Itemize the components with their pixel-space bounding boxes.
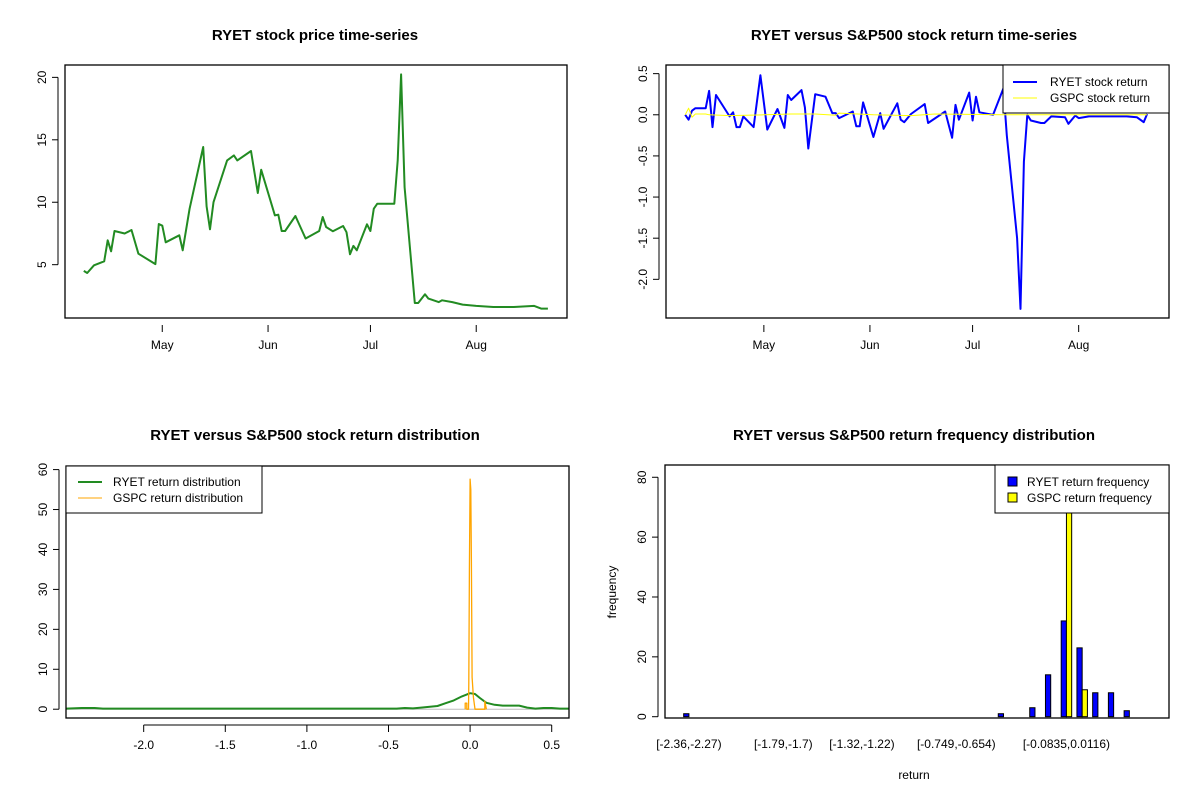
legend-label: GSPC return frequency [1027, 491, 1152, 505]
histogram-y-axis-label: frequency [605, 566, 619, 619]
distribution-y-tick-label: 20 [36, 622, 50, 636]
returns-y-tick-label: -0.5 [636, 145, 650, 166]
chart-title-price: RYET stock price time-series [212, 27, 418, 44]
chart-title-distribution: RYET versus S&P500 stock return distribu… [150, 427, 480, 444]
price-x-tick-label: Aug [466, 338, 487, 352]
histogram-x-axis-label: return [898, 768, 929, 782]
gspc-return-line [684, 107, 1148, 118]
returns-x-tick-label: Jun [860, 338, 879, 352]
legend-fill-swatch [1007, 476, 1018, 487]
frequency-y-tick-label: 60 [635, 530, 649, 544]
returns-x-tick-label: Jul [965, 338, 980, 352]
distribution-x-tick-label: 0.0 [462, 738, 479, 752]
frequency-y-tick-label: 20 [635, 650, 649, 664]
price-series-line [83, 73, 548, 310]
ryet-return-line [684, 74, 1149, 310]
price-y-tick-label: 10 [35, 195, 49, 209]
frequency-y-tick-label: 80 [635, 470, 649, 484]
ryet-frequency-bar [1060, 620, 1067, 718]
gspc-density-line [464, 478, 488, 710]
distribution-y-tick-label: 50 [36, 503, 50, 517]
distribution-x-tick-label: -1.0 [297, 738, 318, 752]
frequency-x-tick-label: [-1.79,-1.7) [754, 737, 813, 751]
ryet-frequency-bar [1107, 692, 1115, 718]
frequency-y-tick-label: 0 [635, 713, 649, 720]
distribution-y-tick-label: 60 [36, 463, 50, 477]
gspc-frequency-bar [1081, 689, 1088, 718]
frequency-x-tick-label: [-2.36,-2.27) [656, 737, 721, 751]
frequency-x-tick-label: [-0.749,-0.654) [917, 737, 996, 751]
legend-label: GSPC stock return [1050, 91, 1150, 105]
distribution-plot-frame [65, 465, 570, 719]
legend-label: RYET return frequency [1027, 475, 1149, 489]
frequency-y-tick-label: 40 [635, 590, 649, 604]
returns-x-tick-label: May [753, 338, 776, 352]
ryet-frequency-bar [1029, 707, 1036, 718]
distribution-y-tick-label: 30 [36, 582, 50, 596]
price-y-tick-label: 20 [35, 70, 49, 84]
distribution-x-tick-label: -0.5 [378, 738, 399, 752]
distribution-y-tick-label: 10 [36, 662, 50, 676]
legend-fill-swatch [1007, 492, 1018, 503]
legend-label: RYET stock return [1050, 75, 1148, 89]
ryet-frequency-bar [683, 713, 690, 718]
frequency-plot-frame [664, 464, 1170, 719]
ryet-frequency-bar [1123, 710, 1130, 718]
price-x-tick-label: May [151, 338, 174, 352]
price-x-tick-label: Jul [363, 338, 378, 352]
ryet-density-line [65, 692, 569, 710]
distribution-y-tick-label: 0 [36, 706, 50, 713]
ryet-frequency-bar [1076, 647, 1083, 718]
distribution-legend: RYET return distribution GSPC return dist… [65, 465, 263, 514]
price-y-tick-label: 15 [35, 133, 49, 147]
distribution-x-tick-label: -1.5 [215, 738, 236, 752]
returns-y-tick-label: -1.5 [636, 228, 650, 249]
returns-y-tick-label: -1.0 [636, 186, 650, 207]
frequency-x-tick-label: [-1.32,-1.22) [829, 737, 894, 751]
price-x-tick-label: Jun [258, 338, 277, 352]
returns-y-tick-label: -2.0 [636, 269, 650, 290]
distribution-x-tick-label: -2.0 [133, 738, 154, 752]
returns-y-tick-label: 0.5 [636, 65, 650, 82]
legend-label: RYET return distribution [113, 475, 241, 489]
ryet-frequency-bar [997, 713, 1005, 718]
chart-title-returns: RYET versus S&P500 stock return time-ser… [751, 27, 1077, 44]
returns-x-tick-label: Aug [1068, 338, 1089, 352]
chart-title-frequency: RYET versus S&P500 return frequency dist… [733, 427, 1095, 444]
frequency-x-tick-label: [-0.0835,0.0116) [1023, 737, 1110, 751]
returns-legend: RYET stock return GSPC stock return [1002, 64, 1170, 114]
legend-box [65, 465, 263, 514]
distribution-x-tick-label: 0.5 [543, 738, 560, 752]
returns-y-tick-label: 0.0 [636, 106, 650, 123]
distribution-y-tick-label: 40 [36, 542, 50, 556]
ryet-frequency-bar [1044, 674, 1052, 718]
ryet-frequency-bar [1092, 692, 1099, 718]
legend-label: GSPC return distribution [113, 491, 243, 505]
price-plot-frame [64, 64, 568, 319]
legend-box [994, 464, 1170, 514]
legend-box [1002, 64, 1170, 114]
frequency-legend: RYET return frequency GSPC return frequen… [994, 464, 1170, 514]
returns-plot-frame [665, 64, 1170, 319]
price-y-tick-label: 5 [35, 261, 49, 268]
